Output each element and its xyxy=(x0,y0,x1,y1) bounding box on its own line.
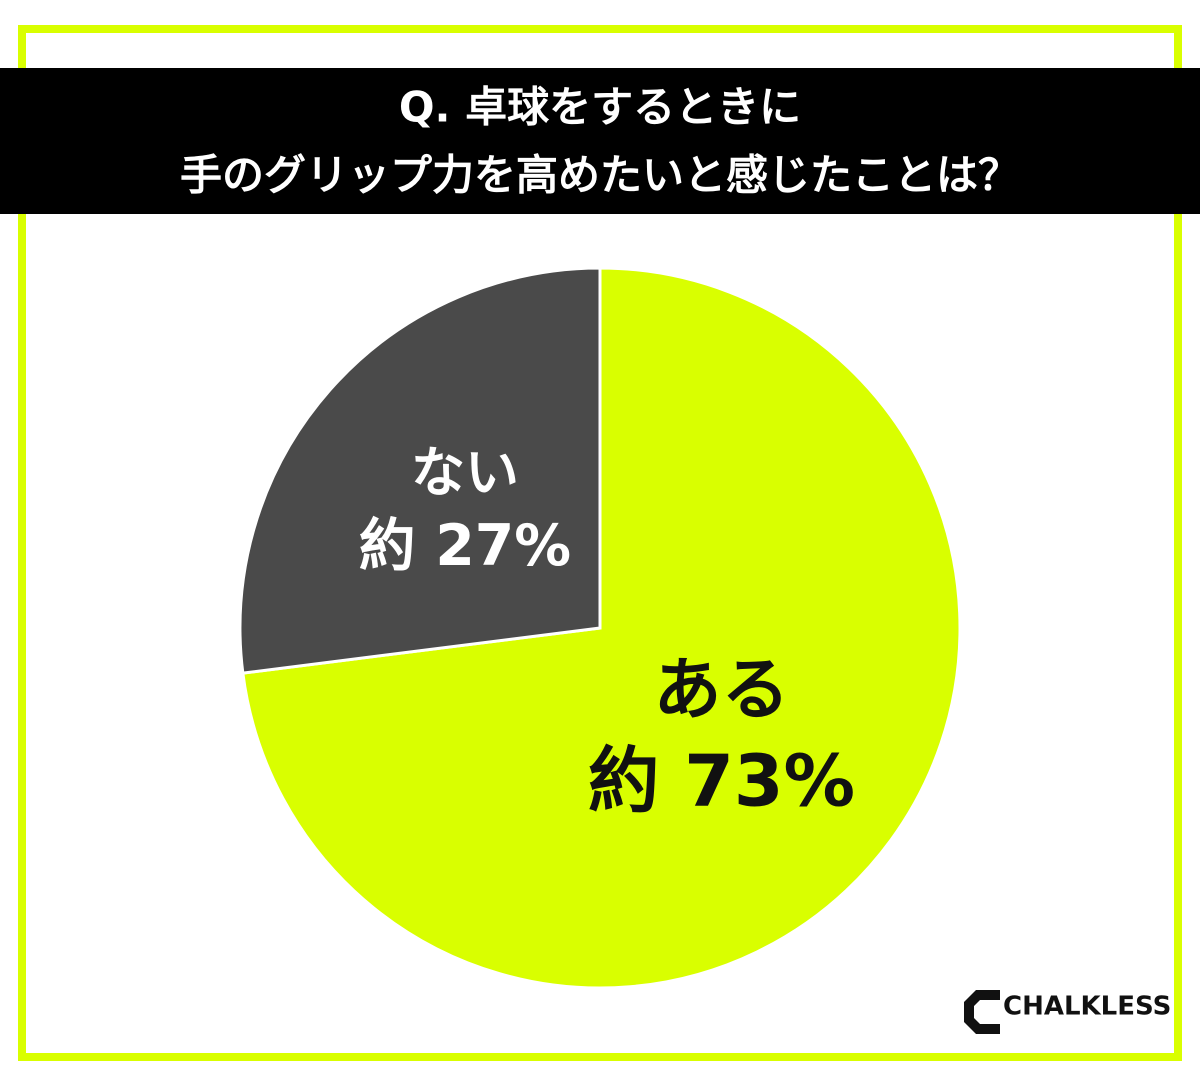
logo: CHALKLESS xyxy=(964,990,1171,1034)
value-label: 約 73% xyxy=(588,740,855,823)
title-band xyxy=(0,68,1200,214)
pie: ある約 73% ない約 27% xyxy=(238,266,962,990)
slice-label: ない xyxy=(411,441,519,504)
chart-title: 手のグリップ力を高めたいと感じたことは？ xyxy=(180,151,1020,200)
brand: CHALKLESS xyxy=(1003,992,1171,1022)
slice-label: ある xyxy=(654,651,790,730)
chart-title: Q. 卓球をするときに xyxy=(399,83,801,132)
value-label: 約 27% xyxy=(359,513,571,579)
logo-icon xyxy=(964,990,1000,1034)
pie-slice xyxy=(238,266,602,675)
frame xyxy=(18,25,1182,1061)
